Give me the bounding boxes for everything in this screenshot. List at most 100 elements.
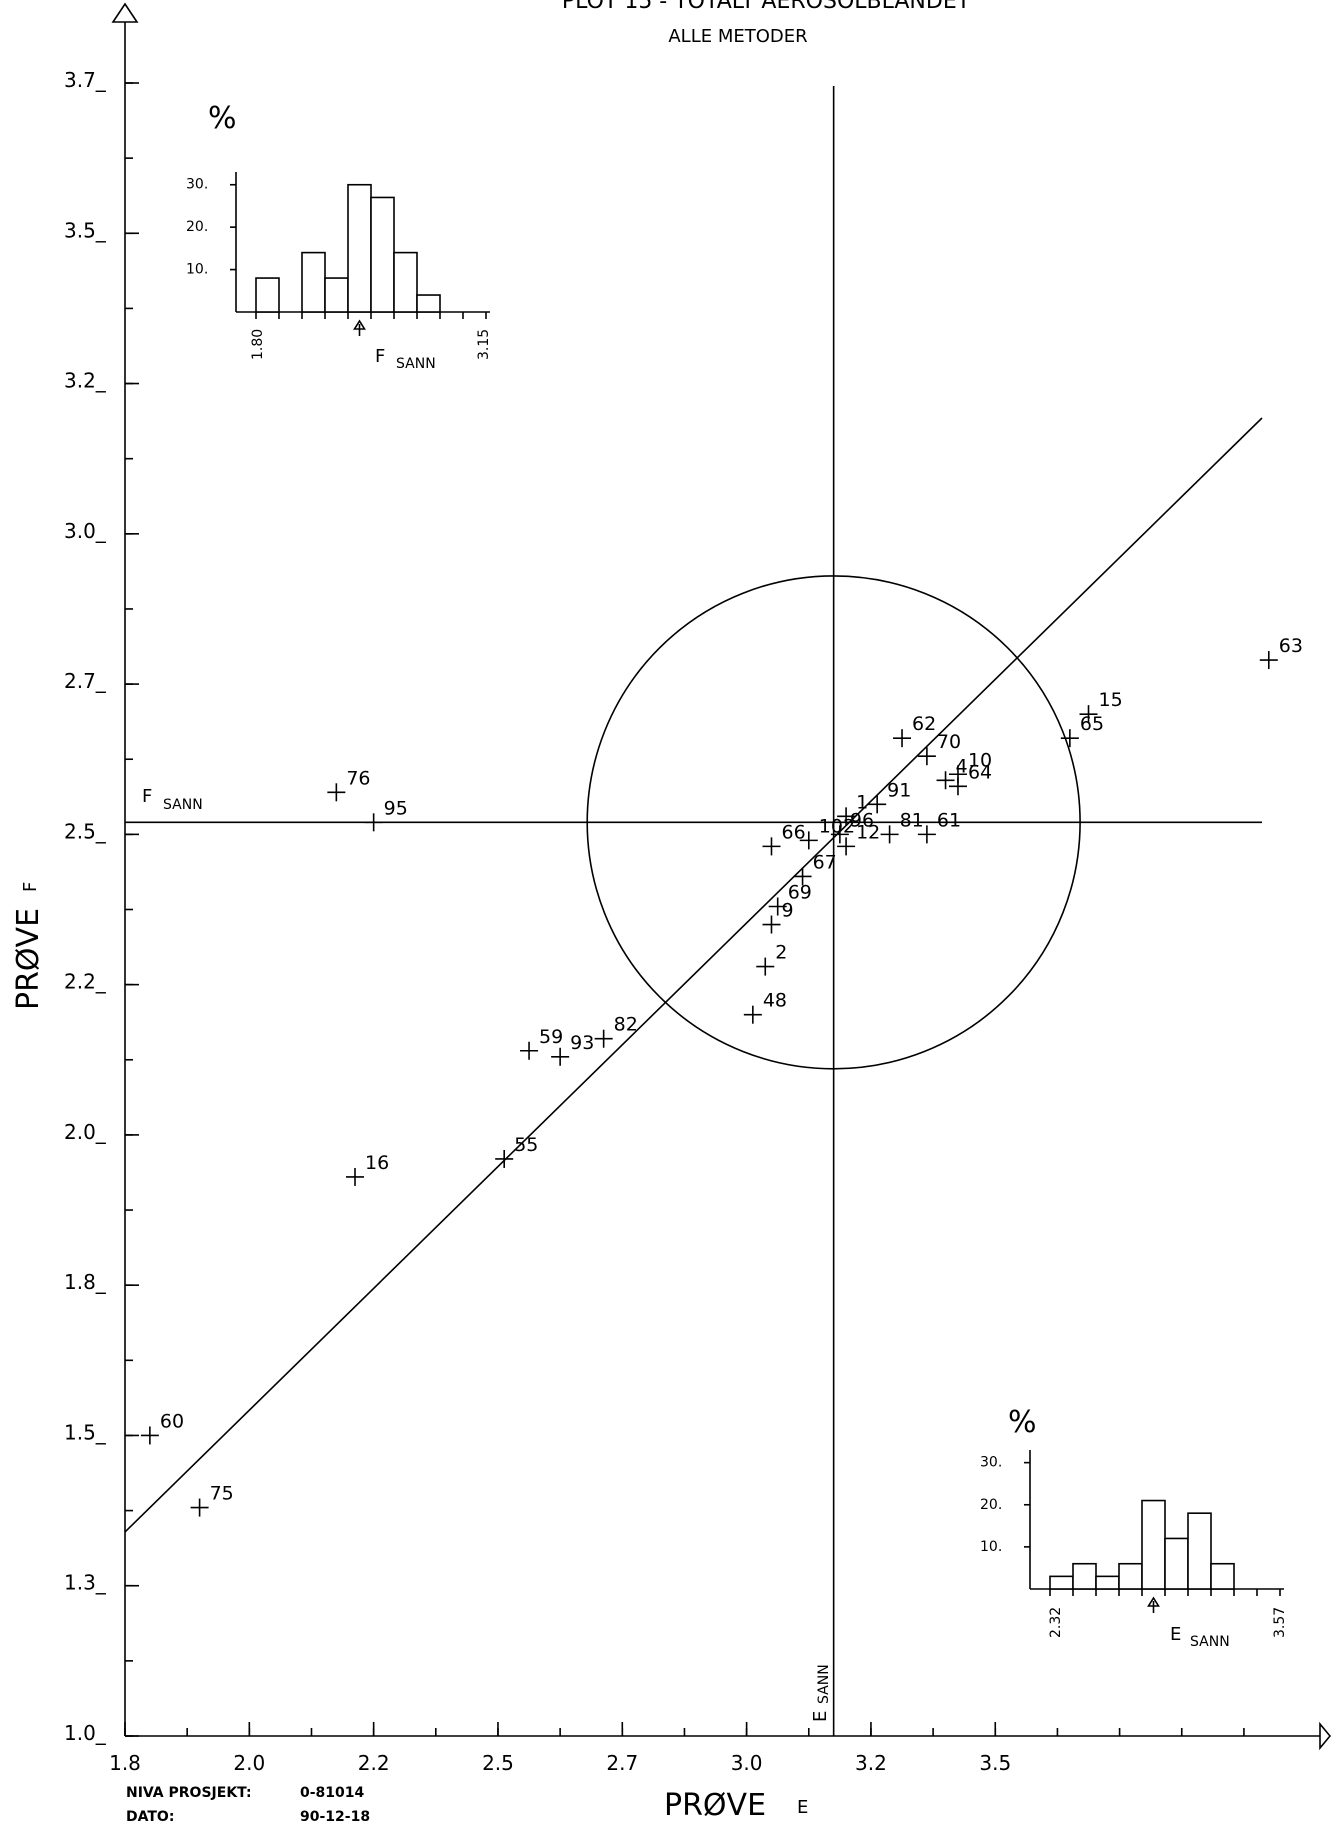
histogram-e: % 30. 20. 10. 2.32 3.57 E SANN bbox=[980, 1405, 1288, 1650]
y-tick-label: 1.0_ bbox=[64, 1721, 107, 1745]
x-tick-label: 3.2 bbox=[855, 1751, 887, 1775]
point-label: 12 bbox=[856, 821, 880, 843]
data-point: 48 bbox=[743, 990, 787, 1024]
e-sann-letter: E bbox=[810, 1711, 831, 1722]
histogram-f: % 30. 20. 10. 1.80 3.15 F SANN bbox=[186, 101, 492, 372]
data-point: 65 bbox=[1060, 713, 1104, 748]
data-point: 9 bbox=[762, 900, 794, 934]
hist-f-x-ticks bbox=[255, 312, 487, 336]
data-point: 82 bbox=[594, 1014, 638, 1048]
hist-bar bbox=[393, 251, 418, 313]
hist-y-tick-label: 10. bbox=[186, 262, 208, 278]
hist-e-sann-letter: E bbox=[1170, 1624, 1181, 1645]
y-axis-label: PRØVE F bbox=[11, 882, 46, 1010]
hist-bar bbox=[1095, 1575, 1120, 1590]
point-label: 75 bbox=[210, 1483, 234, 1505]
hist-bar bbox=[1118, 1562, 1143, 1590]
point-label: 69 bbox=[788, 881, 812, 903]
x-tick-label: 3.5 bbox=[979, 1751, 1011, 1775]
point-label: 2 bbox=[775, 942, 787, 964]
f-sann-label: F SANN bbox=[142, 786, 203, 813]
project-label: NIVA PROSJEKT: bbox=[126, 1785, 252, 1801]
hist-f-sann-sub: SANN bbox=[396, 356, 436, 372]
chart-subtitle: ALLE METODER bbox=[668, 26, 807, 47]
point-label: 76 bbox=[346, 767, 370, 789]
point-label: 63 bbox=[1279, 635, 1303, 657]
point-label: 96 bbox=[850, 809, 874, 831]
hist-sann-arrow-head bbox=[1147, 1596, 1160, 1607]
data-point: 70 bbox=[917, 731, 961, 766]
project-value: 0-81014 bbox=[300, 1785, 365, 1801]
hist-y-tick-label: 30. bbox=[186, 177, 208, 193]
data-point: 12 bbox=[837, 821, 880, 856]
point-label: 9 bbox=[781, 900, 793, 922]
point-label: 1 bbox=[856, 791, 868, 813]
point-label: 48 bbox=[763, 990, 787, 1012]
data-point: 69 bbox=[768, 881, 812, 916]
data-point: 91 bbox=[868, 779, 911, 814]
hist-bar bbox=[1187, 1512, 1212, 1590]
data-point: 81 bbox=[880, 809, 924, 844]
y-tick-label: 1.8_ bbox=[64, 1270, 107, 1294]
y-tick-label: 1.3_ bbox=[64, 1571, 107, 1595]
hist-bar bbox=[370, 196, 395, 313]
y-tick-label: 2.2_ bbox=[64, 970, 107, 994]
point-label: 61 bbox=[937, 809, 961, 831]
data-point: 75 bbox=[190, 1483, 234, 1517]
x-tick-label: 2.0 bbox=[233, 1751, 265, 1775]
data-point: 15 bbox=[1079, 689, 1123, 724]
hist-f-percent: % bbox=[208, 101, 237, 136]
y-ticks: 1.0_ 1.3_ 1.5_ 1.8_ 2.0_ 2.2_ 2.5_ 2.7_ 3.0_ 3.2_… bbox=[64, 68, 139, 1745]
y-tick-label: 3.5_ bbox=[64, 218, 107, 242]
data-point: 64 bbox=[948, 761, 992, 796]
chart-title: PLOT 15 - TOTALT AEROSOLBLANDET bbox=[562, 0, 971, 14]
point-label: 93 bbox=[570, 1032, 594, 1054]
hist-e-bars bbox=[1030, 1499, 1284, 1590]
footer: NIVA PROSJEKT: 0-81014 DATO: 90-12-18 bbox=[126, 1785, 370, 1825]
data-point: 93 bbox=[551, 1032, 594, 1066]
x-tick-label: 1.8 bbox=[109, 1751, 141, 1775]
hist-f-y-ticks: 30. 20. 10. bbox=[186, 172, 237, 312]
y-tick-label: 3.2_ bbox=[64, 369, 107, 393]
data-point: 16 bbox=[346, 1152, 389, 1186]
hist-y-tick-label: 30. bbox=[980, 1455, 1002, 1471]
hist-bar bbox=[1210, 1562, 1235, 1590]
hist-sann-arrow-head bbox=[353, 319, 366, 330]
hist-e-max-label: 3.57 bbox=[1272, 1607, 1288, 1638]
data-point: 95 bbox=[364, 797, 408, 832]
point-label: 59 bbox=[539, 1026, 563, 1048]
diagonal-reference-line bbox=[125, 417, 1263, 1533]
point-label: 66 bbox=[781, 821, 805, 843]
data-point: 60 bbox=[140, 1410, 184, 1445]
date-label: DATO: bbox=[126, 1809, 174, 1825]
hist-y-tick-label: 10. bbox=[980, 1539, 1002, 1555]
f-sann-letter: F bbox=[142, 786, 152, 807]
data-point: 59 bbox=[520, 1026, 563, 1060]
data-point: 2 bbox=[756, 942, 787, 976]
acceptance-circle bbox=[586, 575, 1081, 1070]
data-point: 96 bbox=[830, 809, 874, 844]
point-label: 67 bbox=[813, 851, 837, 873]
hist-f-max-label: 3.15 bbox=[476, 329, 492, 360]
y-tick-label: 2.0_ bbox=[64, 1120, 107, 1144]
hist-bar bbox=[1141, 1499, 1166, 1590]
data-point: 66 bbox=[762, 821, 806, 856]
hist-y-tick-label: 20. bbox=[980, 1497, 1002, 1513]
point-label: 55 bbox=[514, 1134, 538, 1156]
hist-bar bbox=[255, 277, 280, 313]
data-point: 63 bbox=[1259, 635, 1303, 670]
point-label: 95 bbox=[384, 797, 408, 819]
point-label: 15 bbox=[1099, 689, 1123, 711]
point-label: 81 bbox=[900, 809, 924, 831]
hist-bar bbox=[301, 251, 326, 313]
x-tick-label: 3.0 bbox=[731, 1751, 763, 1775]
data-point: 1 bbox=[837, 791, 868, 826]
data-point: 67 bbox=[793, 851, 837, 886]
point-label: 60 bbox=[160, 1410, 184, 1432]
point-label: 82 bbox=[614, 1014, 638, 1036]
point-label: 91 bbox=[887, 779, 911, 801]
hist-e-percent: % bbox=[1008, 1405, 1037, 1440]
x-axis-unit: E bbox=[797, 1797, 808, 1818]
